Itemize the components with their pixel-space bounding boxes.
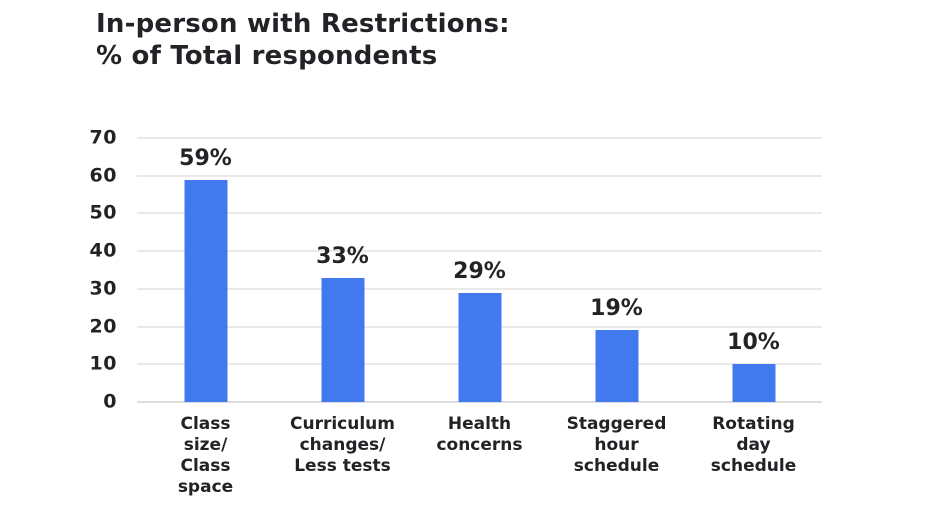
y-axis-tick-label-10: 10	[89, 352, 117, 375]
gridline-y60	[137, 174, 822, 177]
x-axis-category-label: Curriculum changes/ Less tests	[290, 414, 395, 476]
x-axis-category-label: Rotating day schedule	[710, 414, 797, 476]
bar-value-label: 33%	[316, 243, 369, 269]
gridline-y0	[137, 401, 822, 403]
gridline-y30	[137, 287, 822, 290]
bar-column: 10% Rotating day schedule	[685, 138, 822, 476]
x-axis-category-label: Staggered hour schedule	[566, 414, 667, 476]
y-axis-tick-label-20: 20	[89, 315, 117, 338]
gridline-y50	[137, 212, 822, 215]
bar-value-label: 29%	[453, 258, 506, 284]
bar	[732, 364, 775, 402]
y-axis-tick-label-50: 50	[89, 201, 117, 224]
bar-chart-plot-area: 0 10 20 30 40 50 60 70 59% Class size/ Class spac…	[90, 127, 822, 497]
bar-column: 59% Class size/ Class space	[137, 138, 274, 497]
bar-column: 19% Staggered hour schedule	[548, 138, 685, 476]
bar	[184, 179, 227, 402]
gridline-y40	[137, 250, 822, 253]
chart-title: In-person with Restrictions: % of Total …	[96, 9, 510, 71]
bar-value-label: 10%	[727, 330, 780, 356]
x-axis-category-label: Health concerns	[436, 414, 523, 455]
bar-value-label: 19%	[590, 296, 643, 322]
x-axis-category-label: Class size/ Class space	[177, 414, 234, 497]
y-axis-tick-label-0: 0	[103, 390, 117, 413]
bar-column: 33% Curriculum changes/ Less tests	[274, 138, 411, 476]
bar-value-label: 59%	[179, 145, 232, 171]
y-axis-tick-label-30: 30	[89, 277, 117, 300]
y-axis-tick-label-40: 40	[89, 239, 117, 262]
bar	[321, 277, 364, 402]
y-axis-tick-label-70: 70	[89, 126, 117, 149]
bar-column: 29% Health concerns	[411, 138, 548, 455]
gridline-y70	[137, 137, 822, 139]
y-axis-tick-label-60: 60	[89, 164, 117, 187]
bar	[458, 292, 501, 402]
bar	[595, 330, 638, 402]
